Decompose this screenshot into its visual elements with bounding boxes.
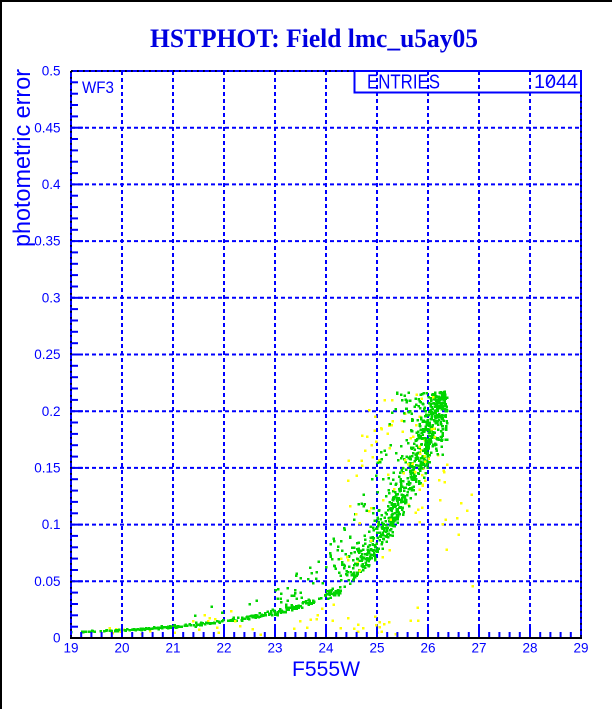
svg-text:27: 27 (471, 641, 486, 656)
svg-text:0.35: 0.35 (34, 234, 60, 249)
svg-text:0.15: 0.15 (34, 461, 60, 476)
svg-text:ENTRIES: ENTRIES (367, 72, 440, 94)
svg-text:22: 22 (216, 641, 231, 656)
svg-text:0.2: 0.2 (42, 404, 61, 419)
svg-text:0.45: 0.45 (34, 120, 60, 135)
svg-text:0.3: 0.3 (42, 290, 61, 305)
svg-text:0.5: 0.5 (42, 64, 61, 79)
svg-text:HSTPHOT: Field lmc_u5ay05: HSTPHOT: Field lmc_u5ay05 (150, 23, 478, 53)
svg-text:20: 20 (114, 641, 129, 656)
svg-text:1044: 1044 (534, 72, 578, 93)
svg-text:29: 29 (573, 641, 588, 656)
svg-text:21: 21 (165, 641, 180, 656)
svg-text:photometric error: photometric error (9, 69, 36, 247)
svg-text:23: 23 (267, 641, 282, 656)
svg-text:0.05: 0.05 (34, 574, 60, 589)
svg-text:WF3: WF3 (82, 79, 114, 97)
svg-text:0.1: 0.1 (42, 517, 61, 532)
svg-text:0.25: 0.25 (34, 347, 60, 362)
svg-text:25: 25 (369, 641, 384, 656)
svg-text:19: 19 (63, 641, 78, 656)
svg-text:0.4: 0.4 (42, 177, 61, 192)
svg-text:28: 28 (522, 641, 537, 656)
svg-text:24: 24 (318, 641, 334, 656)
svg-text:0: 0 (53, 631, 61, 646)
svg-text:F555W: F555W (292, 658, 360, 681)
svg-text:26: 26 (420, 641, 435, 656)
